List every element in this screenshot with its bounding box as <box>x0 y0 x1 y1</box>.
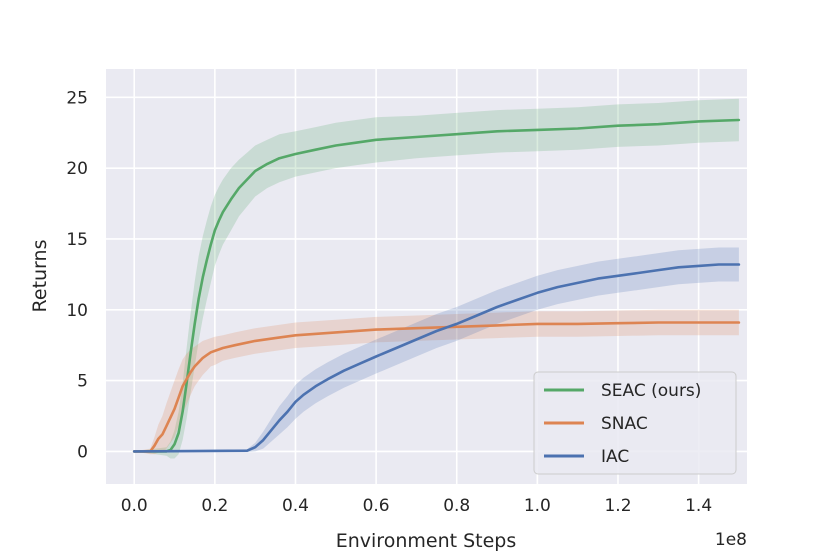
legend-label-iac: IAC <box>601 447 629 467</box>
band-snac <box>134 309 739 455</box>
x-tick-label: 0.0 <box>121 496 148 516</box>
legend: SEAC (ours) SNAC IAC <box>533 371 737 475</box>
y-axis-label: Returns <box>29 240 51 313</box>
legend-box <box>533 371 737 475</box>
line-iac <box>132 263 741 453</box>
legend-label-seac: SEAC (ours) <box>601 381 701 401</box>
band-seac <box>134 98 739 459</box>
line-snac <box>132 321 741 453</box>
y-tick-label: 10 <box>66 301 88 321</box>
x-tick-label: 0.4 <box>282 496 309 516</box>
x-tick-label: 1.2 <box>604 496 631 516</box>
x-tick-label: 1.0 <box>524 496 551 516</box>
x-tick-label: 1.4 <box>685 496 712 516</box>
tick-labels: 0.0 0.2 0.4 0.6 0.8 1.0 1.2 1.4 0 5 10 15 20 25 <box>66 88 712 516</box>
confidence-bands <box>134 98 739 459</box>
y-tick-label: 15 <box>66 230 88 250</box>
series-lines <box>132 118 741 453</box>
y-tick-label: 20 <box>66 159 88 179</box>
x-tick-label: 0.2 <box>201 496 228 516</box>
band-iac <box>134 247 739 453</box>
line-seac <box>132 118 741 453</box>
y-tick-label: 5 <box>77 372 88 392</box>
x-scale-label: 1e8 <box>715 530 747 550</box>
legend-label-snac: SNAC <box>601 414 648 434</box>
x-tick-label: 0.8 <box>443 496 470 516</box>
y-tick-label: 0 <box>77 442 88 462</box>
y-tick-label: 25 <box>66 88 88 108</box>
x-axis-label: Environment Steps <box>336 530 517 552</box>
x-tick-label: 0.6 <box>363 496 390 516</box>
